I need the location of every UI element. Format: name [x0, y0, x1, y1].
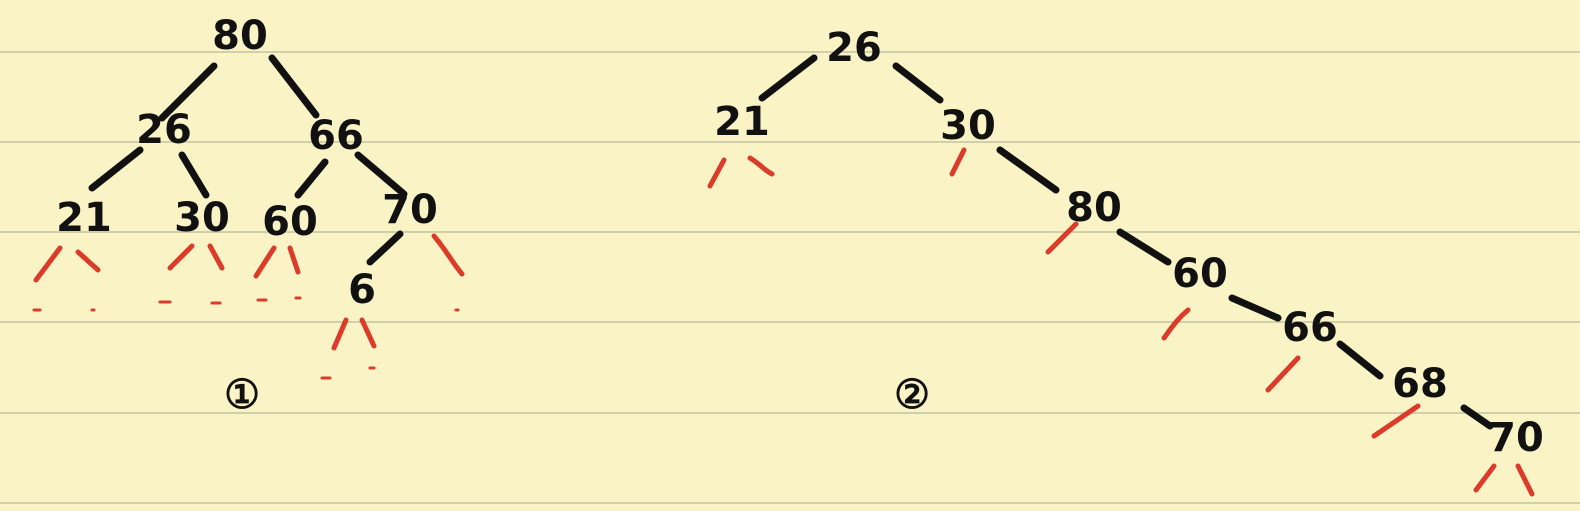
tree-1: 80 26 66 21 30 60 70 6 ①: [32, 13, 465, 418]
nil-link: [1473, 463, 1497, 493]
tree2-node-60: 60: [1172, 251, 1228, 297]
nil-link: [75, 249, 101, 273]
nil-link: [1515, 463, 1535, 497]
nil-link: [1265, 355, 1301, 393]
nil-link: [949, 147, 967, 177]
tree1-figure-label: ①: [224, 371, 260, 418]
edge-80-60: [1116, 228, 1172, 266]
tree2-node-root: 26: [826, 25, 882, 71]
nil-link: [287, 245, 301, 275]
nil-link: [707, 157, 727, 189]
edge-26-30: [892, 62, 944, 104]
nil-link: [747, 155, 775, 177]
edge-66-68: [1336, 340, 1384, 380]
nil-link: [1371, 403, 1421, 439]
edge-26-30: [178, 151, 210, 199]
nil-link: [331, 317, 349, 351]
edge-30-80: [996, 146, 1060, 194]
edge-26-21: [758, 54, 818, 102]
tree2-node-66: 66: [1282, 305, 1338, 351]
tree2-node-80: 80: [1066, 185, 1122, 231]
edge-80-66: [268, 54, 320, 119]
tree2-figure-label: ②: [894, 371, 930, 418]
tree1-node-right: 66: [308, 113, 364, 159]
tree2-node-70: 70: [1488, 415, 1544, 461]
nil-link: [1045, 221, 1079, 255]
tree-2: 26 21 30 80 60 66 68 70 ②: [707, 25, 1544, 497]
edge-66-60: [294, 158, 329, 199]
nil-link: [1161, 307, 1191, 341]
edge-80-26: [158, 62, 218, 122]
edge-66-70: [354, 151, 408, 198]
tree1-node-ll: 21: [56, 195, 112, 241]
tree1-node-lr: 30: [174, 195, 230, 241]
edge-70-6: [366, 230, 404, 266]
nil-link: [253, 245, 277, 279]
nil-link: [431, 233, 465, 277]
nil-link: [33, 245, 63, 283]
nil-link: [167, 243, 195, 271]
tree1-node-rr: 70: [382, 187, 438, 233]
edge-68-70: [1460, 404, 1494, 430]
tree2-node-30: 30: [940, 103, 996, 149]
tree1-node-root: 80: [212, 13, 268, 59]
edge-60-66: [1228, 294, 1282, 322]
tree1-node-rl: 60: [262, 199, 318, 245]
nil-link: [207, 243, 225, 271]
edge-26-21: [88, 146, 144, 192]
nil-link: [359, 317, 377, 349]
tree2-node-left: 21: [714, 99, 770, 145]
tree1-node-left: 26: [136, 107, 192, 153]
ruled-lines: [0, 51, 1580, 504]
tree2-node-68: 68: [1392, 361, 1448, 407]
tree1-node-rrl: 6: [348, 267, 376, 313]
